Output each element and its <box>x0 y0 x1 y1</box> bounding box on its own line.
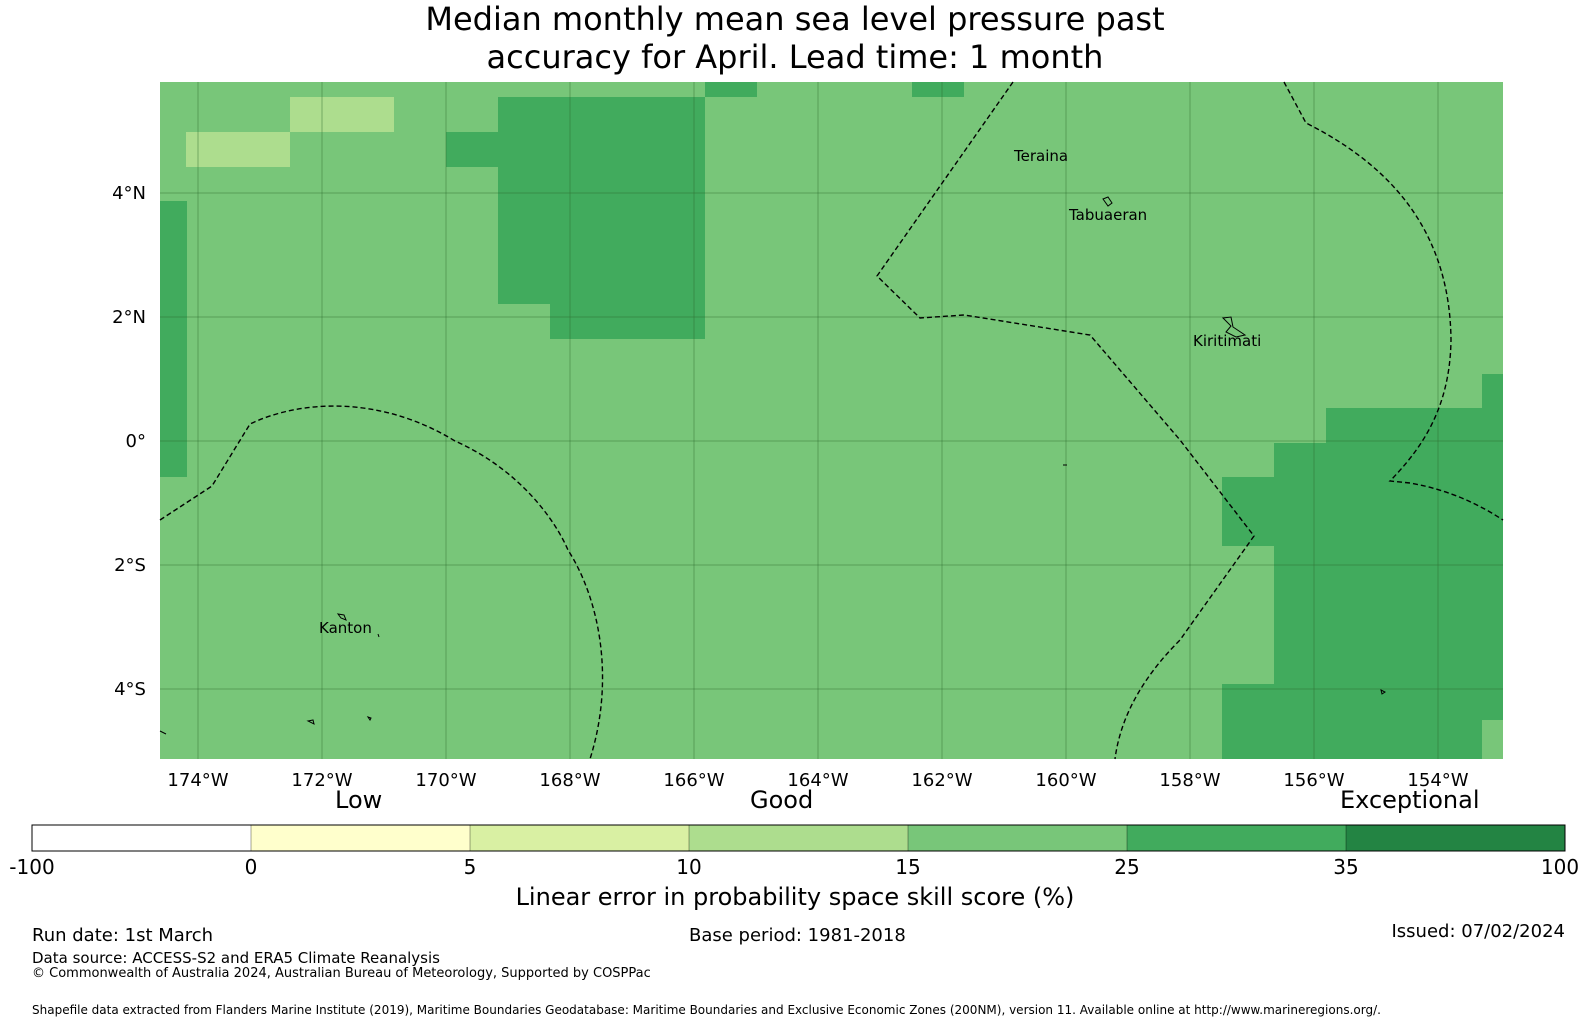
place-labels: Teraina Tabuaeran Kiritimati Kanton <box>319 147 1261 637</box>
lon-tick-label: 160°W <box>1035 770 1096 791</box>
lon-tick-label: 170°W <box>415 770 476 791</box>
colorbar-segment <box>689 825 908 851</box>
category-label-good: Good <box>750 786 814 814</box>
kanton-island-outline <box>336 613 347 621</box>
high-skill-strip <box>160 201 187 477</box>
high-skill-cell <box>705 82 757 97</box>
lon-tick-label: 166°W <box>663 770 724 791</box>
colorbar-bound-label: 15 <box>895 855 920 879</box>
colorbar-bound-label: -100 <box>9 855 54 879</box>
map-title: Median monthly mean sea level pressure p… <box>0 0 1590 76</box>
high-skill-region <box>1222 374 1503 759</box>
colorbar-bound-label: 10 <box>676 855 701 879</box>
colorbar-segment <box>1346 825 1565 851</box>
eez-boundary-line-islands-east <box>1283 81 1504 521</box>
tabuaeran-island-outline <box>1102 196 1113 207</box>
lat-tick-label: 4°N <box>112 183 146 204</box>
colorbar-title: Linear error in probability space skill … <box>515 883 1075 911</box>
islands <box>159 196 1386 735</box>
colorbar-segment <box>32 825 251 851</box>
eez-boundaries <box>159 81 1504 760</box>
small-island-outline <box>306 719 315 725</box>
base-period: Base period: 1981-2018 <box>689 925 906 946</box>
lat-tick-label: 2°N <box>112 307 146 328</box>
high-skill-region <box>446 97 705 339</box>
title-line-2: accuracy for April. Lead time: 1 month <box>486 38 1104 76</box>
colorbar-segment <box>908 825 1127 851</box>
place-label-tabuaeran: Tabuaeran <box>1068 206 1147 224</box>
lon-tick-label: 168°W <box>539 770 600 791</box>
colorbar-bound-label: 5 <box>464 855 477 879</box>
lat-tick-label: 0° <box>126 431 146 452</box>
colorbar-bound-label: 100 <box>1541 855 1579 879</box>
colorbar-segment <box>251 825 470 851</box>
colorbar-segment <box>1127 825 1346 851</box>
lon-tick-label: 154°W <box>1407 770 1468 791</box>
colorbar-segment <box>470 825 689 851</box>
lon-tick-label: 172°W <box>291 770 352 791</box>
lat-tick-label: 2°S <box>114 555 146 576</box>
place-label-kanton: Kanton <box>319 619 372 637</box>
lon-tick-label: 162°W <box>911 770 972 791</box>
colorbar-bound-label: 25 <box>1114 855 1139 879</box>
eez-boundary-line-islands-north <box>876 81 1255 760</box>
place-label-kiritimati: Kiritimati <box>1193 332 1261 350</box>
category-label-exceptional: Exceptional <box>1340 786 1480 814</box>
lon-tick-label: 158°W <box>1159 770 1220 791</box>
small-island-outline <box>159 730 167 735</box>
small-island-outline <box>377 633 380 638</box>
place-label-teraina: Teraina <box>1013 147 1068 165</box>
gridlines <box>160 82 1503 759</box>
shapefile-credit: Shapefile data extracted from Flanders M… <box>32 1003 1381 1017</box>
lat-tick-labels: 4°N 2°N 0° 2°S 4°S <box>112 183 146 700</box>
copyright: © Commonwealth of Australia 2024, Austra… <box>32 966 651 981</box>
colorbar-bound-label: 0 <box>245 855 258 879</box>
small-island-outline <box>1380 689 1386 695</box>
high-skill-cell <box>912 82 964 97</box>
lon-tick-label: 156°W <box>1283 770 1344 791</box>
colorbar: -100 0 5 10 15 25 35 100 <box>9 824 1579 879</box>
colorbar-bound-label: 35 <box>1333 855 1358 879</box>
lon-tick-label: 164°W <box>787 770 848 791</box>
run-date: Run date: 1st March <box>32 925 214 946</box>
lat-tick-label: 4°S <box>114 679 146 700</box>
lon-tick-labels: 174°W 172°W 170°W 168°W 166°W 164°W 162°… <box>167 770 1468 791</box>
issued-date: Issued: 07/02/2024 <box>1391 921 1565 942</box>
low-skill-cell <box>290 97 394 132</box>
title-line-1: Median monthly mean sea level pressure p… <box>425 0 1165 38</box>
low-skill-cell <box>186 132 290 167</box>
map-panel: Teraina Tabuaeran Kiritimati Kanton <box>159 81 1504 760</box>
lon-tick-label: 174°W <box>167 770 228 791</box>
eez-boundary-phoenix <box>159 405 604 760</box>
category-label-low: Low <box>335 786 383 814</box>
small-island-outline <box>366 716 372 721</box>
kiritimati-island-outline <box>1221 316 1247 338</box>
colorbar-outline <box>31 824 1566 852</box>
data-source: Data source: ACCESS-S2 and ERA5 Climate … <box>32 949 440 967</box>
